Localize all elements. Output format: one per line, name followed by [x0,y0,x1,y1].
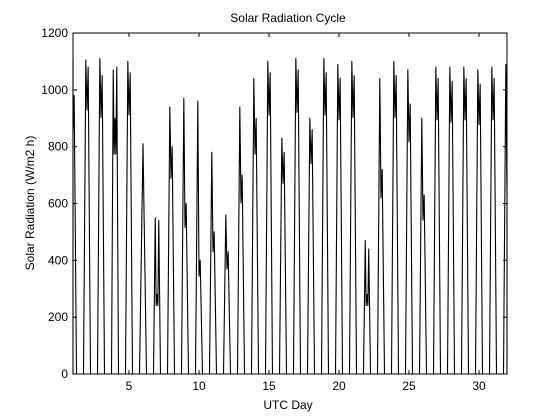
chart-title: Solar Radiation Cycle [230,11,346,25]
x-tick-label: 10 [192,379,206,393]
x-tick-label: 20 [332,379,346,393]
y-tick-label: 0 [61,367,68,381]
x-tick-label: 5 [126,379,133,393]
y-tick-label: 600 [48,197,68,211]
y-tick-label: 800 [48,140,68,154]
y-tick-label: 400 [48,253,68,267]
y-axis-label: Solar Radiation (W/m2 h) [23,136,37,271]
y-tick-label: 200 [48,310,68,324]
x-tick-label: 15 [262,379,276,393]
y-tick-label: 1000 [41,83,68,97]
x-axis: 5 10 15 20 25 30 [126,33,486,393]
x-tick-label: 30 [472,379,486,393]
y-tick-label: 1200 [41,26,68,40]
x-tick-label: 25 [402,379,416,393]
y-axis: 0 200 400 600 800 1000 1200 [41,26,507,381]
x-axis-label: UTC Day [263,398,312,412]
